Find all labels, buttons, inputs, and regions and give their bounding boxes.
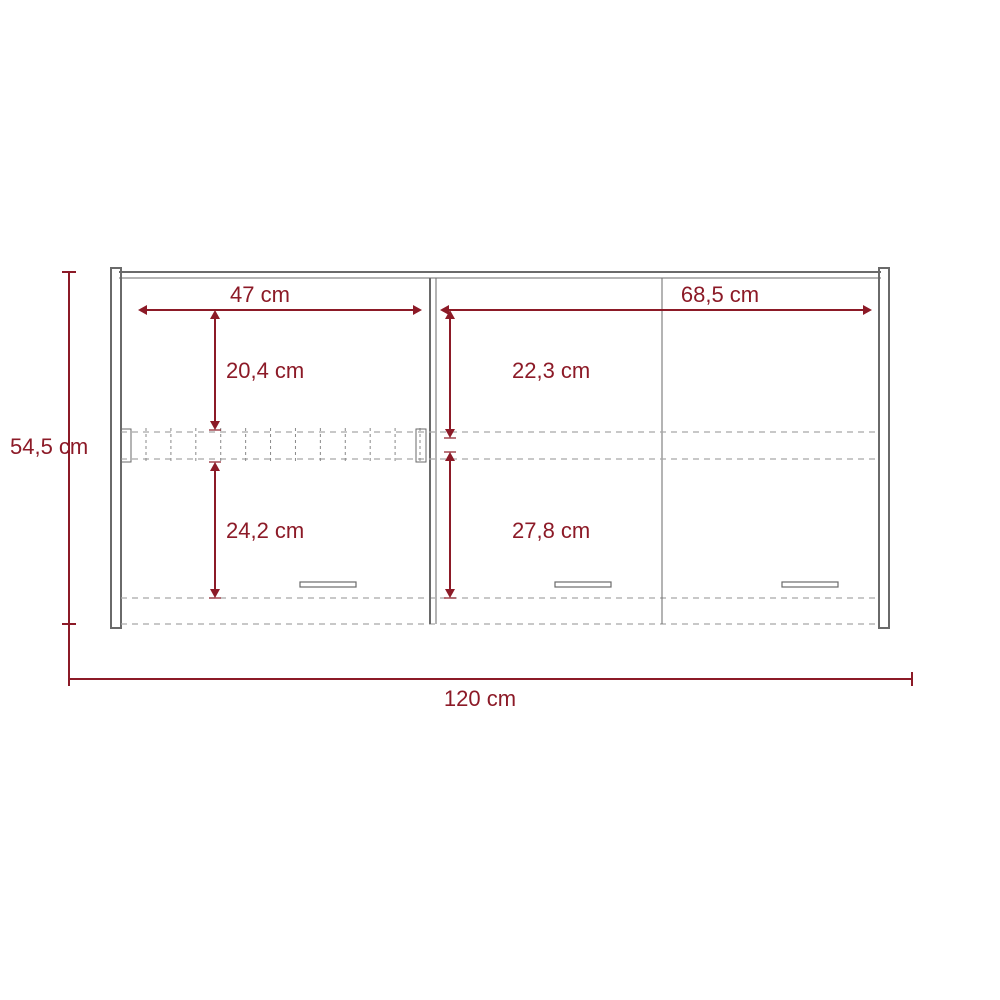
dim-total-height: 54,5 cm: [10, 434, 88, 459]
dim-label: 20,4 cm: [226, 358, 304, 383]
dim-label: 47 cm: [230, 282, 290, 307]
dish-rack: [121, 428, 879, 463]
dim-label: 22,3 cm: [512, 358, 590, 383]
dimension-diagram: 54,5 cm 120 cm 47 cm 68,5 cm 20,4 cm 24,2 cm 2…: [0, 0, 1000, 1000]
dim-label: 27,8 cm: [512, 518, 590, 543]
door-handles: [300, 582, 838, 587]
dim-label: 68,5 cm: [681, 282, 759, 307]
cabinet-outline: [111, 268, 889, 628]
dim-label: 24,2 cm: [226, 518, 304, 543]
dim-total-width: 120 cm: [444, 686, 516, 711]
